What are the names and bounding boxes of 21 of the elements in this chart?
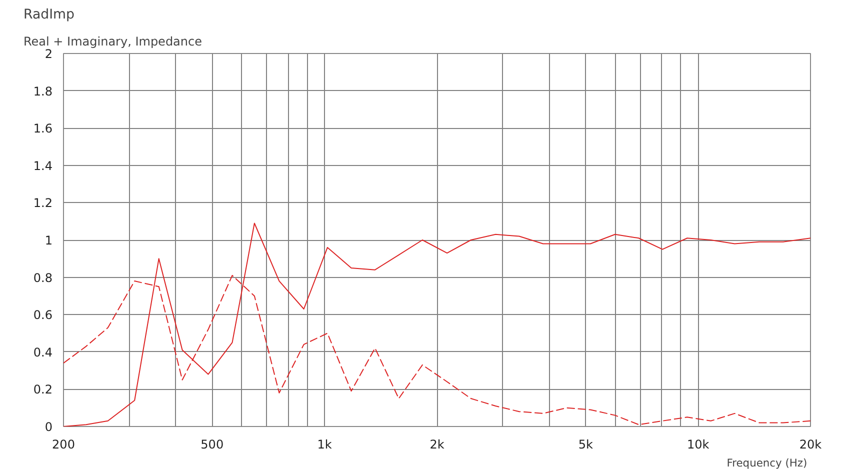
y-tick-label: 0.4 <box>33 345 53 360</box>
y-tick-label: 1 <box>44 234 53 248</box>
x-tick-label: 500 <box>200 438 224 452</box>
y-tick-label: 1.2 <box>33 196 53 210</box>
x-tick-label: 2k <box>430 438 444 452</box>
y-tick-label: 2 <box>44 47 53 61</box>
x-axis-title: Frequency (Hz) <box>726 456 808 469</box>
y-tick-label: 1.8 <box>33 84 53 98</box>
y-tick-label: 0 <box>44 420 53 434</box>
y-tick-label: 0.8 <box>33 270 53 285</box>
x-tick-label: 20k <box>799 438 822 452</box>
x-tick-label: 5k <box>578 438 593 452</box>
y-tick-label: 0.6 <box>33 308 53 322</box>
y-tick-label: 1.6 <box>33 122 53 136</box>
x-tick-label: 200 <box>52 438 75 452</box>
x-tick-label: 1k <box>317 438 332 452</box>
x-tick-label: 10k <box>686 438 710 452</box>
chart-title: RadImp <box>24 8 74 22</box>
y-tick-label: 0.2 <box>33 382 53 397</box>
chart-subtitle: Real + Imaginary, Impedance <box>24 34 202 48</box>
y-tick-label: 1.4 <box>33 158 53 173</box>
